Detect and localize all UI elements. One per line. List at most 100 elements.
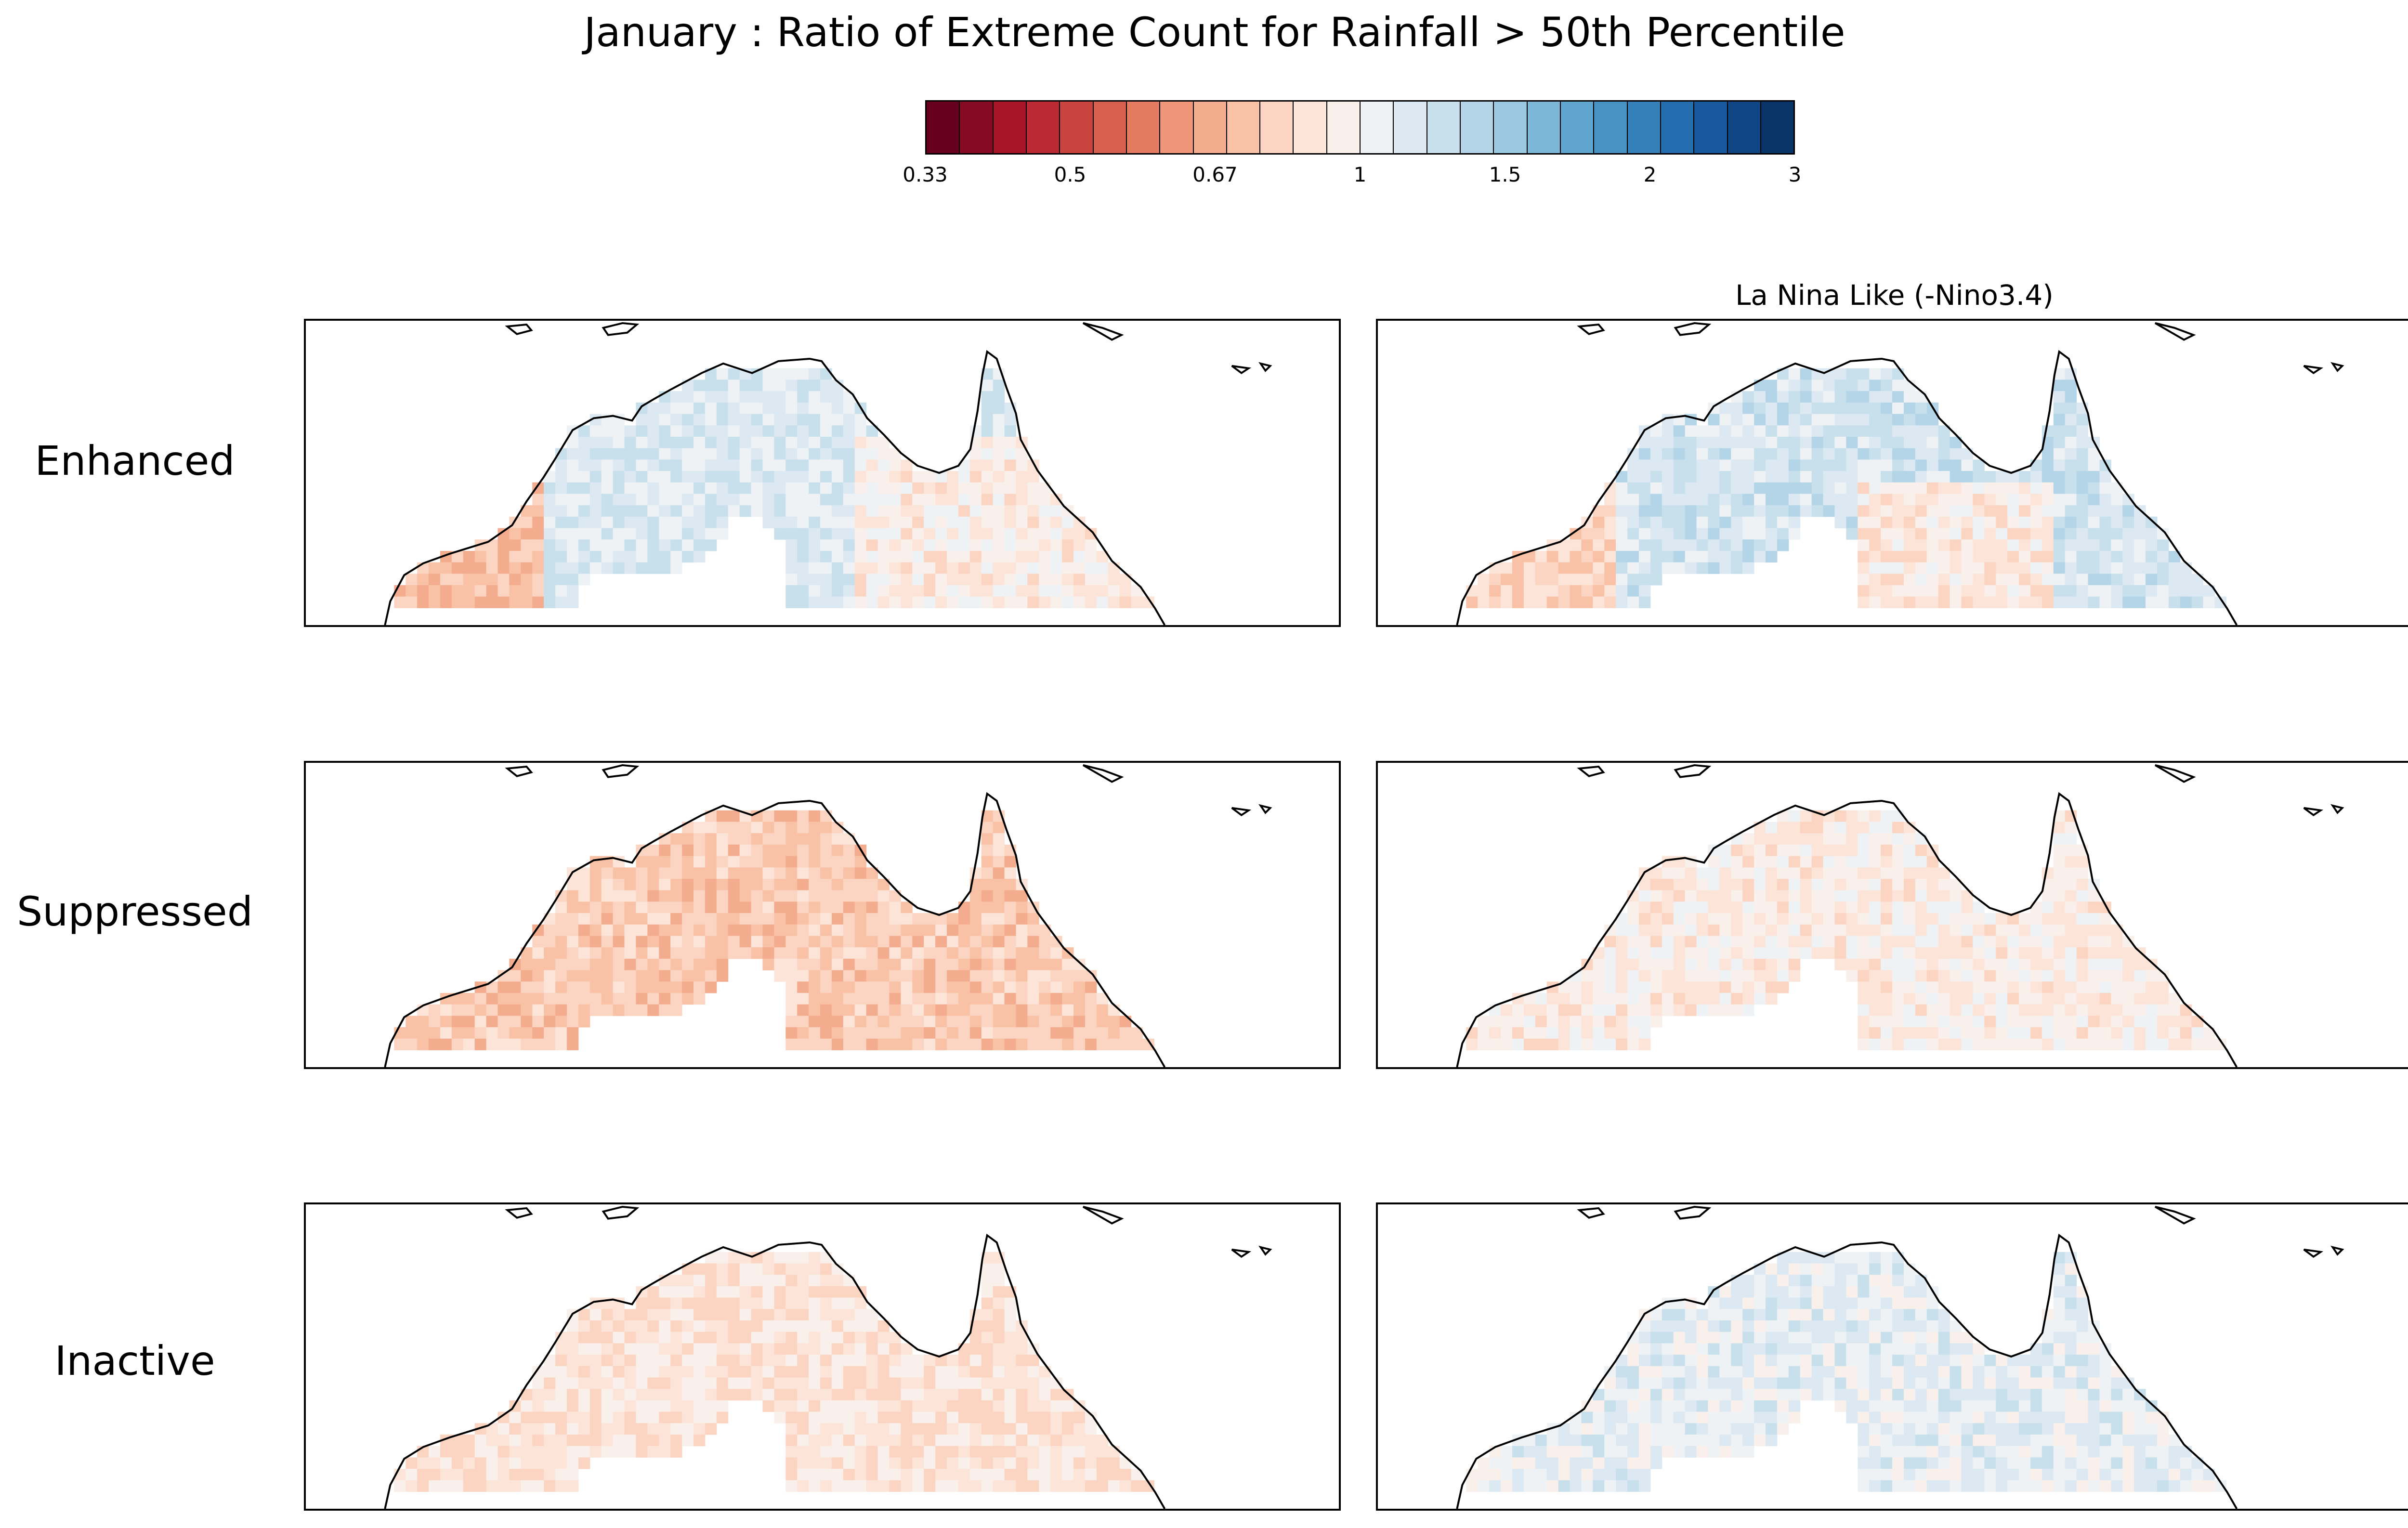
grid-cell xyxy=(578,1389,590,1401)
grid-cell xyxy=(474,550,487,563)
grid-cell xyxy=(2157,981,2169,993)
grid-cell xyxy=(969,425,982,437)
grid-cell xyxy=(647,901,659,914)
grid-cell xyxy=(1811,924,1824,936)
grid-cell xyxy=(1800,436,1812,449)
grid-cell xyxy=(682,924,694,936)
grid-cell xyxy=(1881,1309,1893,1321)
grid-cell xyxy=(843,1297,855,1309)
grid-cell xyxy=(1788,1286,1801,1298)
island-outline xyxy=(2154,1206,2196,1225)
grid-cell xyxy=(670,539,682,551)
grid-cell xyxy=(1892,574,1904,586)
grid-cell xyxy=(1834,459,1846,471)
grid-cell xyxy=(797,1400,809,1412)
grid-cell xyxy=(1489,574,1501,586)
grid-cell xyxy=(912,505,924,517)
grid-cell xyxy=(1765,970,1778,982)
grid-cell xyxy=(1996,528,2008,540)
grid-cell xyxy=(981,970,994,982)
grid-cell xyxy=(1039,550,1051,563)
grid-cell xyxy=(1742,901,1754,914)
grid-cell xyxy=(1811,867,1824,879)
grid-cell xyxy=(670,1275,682,1287)
grid-cell xyxy=(2076,947,2088,959)
grid-cell xyxy=(993,402,1005,415)
grid-cell xyxy=(2122,1434,2134,1447)
grid-cell xyxy=(785,1320,798,1332)
grid-cell xyxy=(1938,1377,1950,1389)
grid-cell xyxy=(1004,1469,1016,1481)
grid-cell xyxy=(2180,574,2192,586)
grid-cell xyxy=(854,981,867,993)
grid-cell xyxy=(728,856,740,868)
grid-cell xyxy=(521,1016,533,1028)
grid-cell xyxy=(1950,539,1962,551)
grid-cell xyxy=(797,970,809,982)
grid-cell xyxy=(1881,970,1893,982)
grid-cell xyxy=(1627,1004,1639,1016)
grid-cell xyxy=(555,1016,567,1028)
grid-cell xyxy=(947,1389,959,1401)
grid-cell xyxy=(912,924,924,936)
grid-cell xyxy=(901,482,913,494)
grid-cell xyxy=(1512,585,1524,597)
grid-cell xyxy=(2088,1457,2100,1469)
grid-cell xyxy=(647,844,659,857)
grid-cell xyxy=(705,539,717,551)
grid-cell xyxy=(1662,459,1674,471)
grid-cell xyxy=(1535,574,1547,586)
grid-cell xyxy=(2019,993,2031,1005)
grid-cell xyxy=(1512,596,1524,608)
grid-cell xyxy=(809,924,821,936)
grid-cell xyxy=(935,1016,947,1028)
grid-cell xyxy=(820,1446,832,1458)
grid-cell xyxy=(670,1377,682,1389)
grid-cell xyxy=(2134,958,2146,971)
grid-cell xyxy=(2053,505,2066,517)
grid-cell xyxy=(797,1332,809,1344)
grid-cell xyxy=(544,936,556,948)
grid-cell xyxy=(521,596,533,608)
grid-cell xyxy=(981,1038,994,1050)
grid-cell xyxy=(1869,1038,1881,1050)
grid-cell xyxy=(728,425,740,437)
grid-cell xyxy=(486,1027,498,1039)
grid-cell xyxy=(1650,947,1662,959)
grid-cell xyxy=(624,958,636,971)
grid-cell xyxy=(901,981,913,993)
grid-cell xyxy=(1708,936,1720,948)
grid-cell xyxy=(647,1411,659,1424)
grid-cell xyxy=(1685,1332,1697,1344)
grid-cell xyxy=(1892,1377,1904,1389)
grid-cell xyxy=(1858,981,1870,993)
grid-cell xyxy=(2076,562,2088,574)
grid-cell xyxy=(1742,1366,1754,1378)
grid-cell xyxy=(947,1355,959,1367)
grid-cell xyxy=(716,1400,729,1412)
grid-cell xyxy=(762,1252,774,1264)
grid-cell xyxy=(1892,402,1904,415)
grid-cell xyxy=(2203,1480,2215,1492)
grid-cell xyxy=(1811,936,1824,948)
grid-cell xyxy=(1984,970,1996,982)
grid-cell xyxy=(1984,562,1996,574)
grid-cell xyxy=(1004,1004,1016,1016)
grid-cell xyxy=(2065,539,2077,551)
grid-cell xyxy=(2030,1016,2042,1028)
grid-cell xyxy=(2157,1469,2169,1481)
grid-cell xyxy=(1708,550,1720,563)
grid-cell xyxy=(589,562,602,574)
grid-cell xyxy=(843,562,855,574)
grid-cell xyxy=(440,562,452,574)
grid-cell xyxy=(2030,901,2042,914)
grid-cell xyxy=(486,1480,498,1492)
grid-cell xyxy=(854,924,867,936)
grid-cell xyxy=(670,856,682,868)
grid-cell xyxy=(1926,494,1939,506)
grid-cell xyxy=(1754,1309,1766,1321)
grid-cell xyxy=(889,958,901,971)
grid-cell xyxy=(889,993,901,1005)
grid-cell xyxy=(1638,901,1651,914)
grid-cell xyxy=(693,901,706,914)
